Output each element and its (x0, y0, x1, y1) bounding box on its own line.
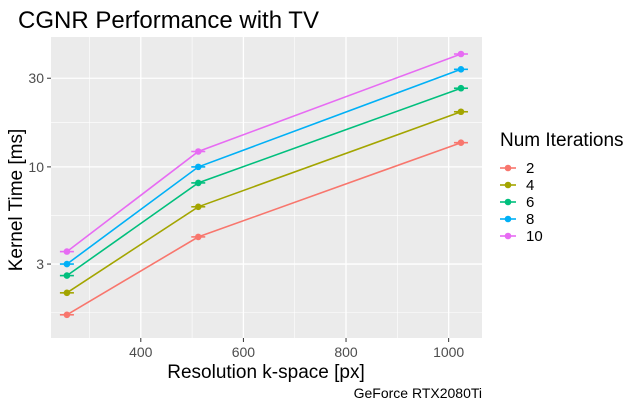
y-tick-label: 10 (28, 159, 44, 175)
data-point (63, 289, 71, 297)
x-tick-label: 600 (232, 344, 256, 360)
legend-key-point (504, 164, 512, 172)
legend-label: 8 (526, 211, 534, 228)
series-8 (59, 66, 468, 268)
series-2 (59, 139, 468, 319)
grid (51, 37, 482, 338)
data-point (63, 260, 71, 268)
legend-title: Num Iterations (500, 130, 624, 151)
data-point (63, 248, 71, 255)
data-point (194, 233, 202, 241)
y-tick-label: 3 (36, 256, 44, 272)
chart-title: CGNR Performance with TV (18, 7, 319, 34)
legend-label: 10 (526, 228, 543, 245)
legend-label: 4 (526, 177, 534, 194)
series-10 (59, 50, 468, 255)
data-point (457, 139, 465, 146)
legend-label: 6 (526, 194, 534, 211)
x-tick-label: 1000 (433, 344, 464, 360)
legend-key-8 (500, 215, 516, 223)
y-axis-title: Kernel Time [ms] (6, 129, 27, 272)
x-axis-title: Resolution k-space [px] (167, 362, 365, 383)
data-point (63, 311, 71, 319)
legend-key-point (504, 215, 512, 223)
legend-key-6 (500, 198, 516, 206)
data-point (457, 50, 465, 58)
data-point (457, 84, 465, 92)
legend-key-point (504, 198, 512, 206)
x-tick-label: 400 (129, 344, 153, 360)
plot-panel (51, 37, 482, 338)
data-point (457, 108, 465, 116)
y-tick-label: 30 (28, 70, 44, 86)
series-layer (59, 50, 468, 319)
data-point (194, 163, 202, 171)
axis-ticks: 400 600 800 1000 3 10 30 (28, 70, 464, 360)
data-point (194, 179, 202, 187)
legend-key-4 (500, 181, 516, 189)
series-4 (59, 108, 468, 297)
data-point (194, 203, 202, 211)
series-6 (59, 84, 468, 279)
x-tick-label: 800 (334, 344, 358, 360)
legend-label: 2 (526, 160, 534, 177)
data-point (194, 148, 202, 155)
legend-key-10 (500, 232, 516, 240)
chart-caption: GeForce RTX2080Ti (354, 385, 482, 401)
legend-key-2 (500, 164, 516, 172)
data-point (63, 272, 71, 279)
data-point (457, 66, 465, 73)
legend-key-point (504, 181, 512, 189)
legend-key-point (504, 232, 512, 240)
